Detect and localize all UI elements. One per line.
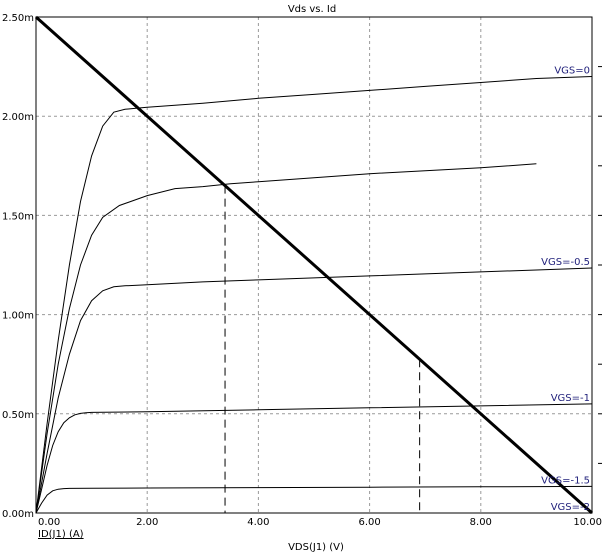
series-line <box>35 403 593 514</box>
grid-layer <box>36 17 592 513</box>
series-label: VGS=-1 <box>551 393 590 404</box>
x-tick-label: 6.00 <box>358 517 380 528</box>
x-tick-label: 10.00 <box>573 517 602 528</box>
series-label: VGS=-0.5 <box>541 257 590 268</box>
y-tick-label: 0.00m <box>2 509 34 520</box>
x-tick-label: 0.00 <box>38 517 60 528</box>
y-tick-label: 1.50m <box>2 211 34 222</box>
x-tick-label: 2.00 <box>136 517 158 528</box>
plot-border-layer <box>35 16 593 514</box>
marker-layer <box>224 185 421 513</box>
x-axis-label: VDS(J1) (V) <box>288 542 344 552</box>
series-label: VGS=-1.5 <box>541 475 590 486</box>
load-line-layer <box>35 15 593 515</box>
y-tick-label: 2.50m <box>2 13 34 24</box>
series-label-layer: VGS=0 VGS=-0.5 VGS=-1 VGS=-1.5 VGS=-2 <box>541 66 590 513</box>
series-line <box>35 485 593 514</box>
y-tick-label: 2.00m <box>2 112 34 123</box>
y-tick-label: 0.50m <box>2 410 34 421</box>
chart-title: Vds vs. Id <box>288 4 336 15</box>
series-label: VGS=-2 <box>551 502 590 513</box>
series-line <box>35 76 593 514</box>
series-layer <box>35 76 593 514</box>
y-tick-label: 1.00m <box>2 311 34 322</box>
plot-border <box>35 16 593 514</box>
x-tick-label: 8.00 <box>470 517 492 528</box>
series-line <box>35 267 593 514</box>
tick-layer: 0.00 2.00 4.00 6.00 8.00 10.00 0.00m 0.50m 1.00m… <box>2 13 602 528</box>
series-label: VGS=0 <box>554 66 590 77</box>
series-line <box>35 163 537 514</box>
y-axis-label: ID(J1) (A) <box>38 529 84 540</box>
x-tick-label: 4.00 <box>247 517 269 528</box>
load-line <box>35 15 593 515</box>
